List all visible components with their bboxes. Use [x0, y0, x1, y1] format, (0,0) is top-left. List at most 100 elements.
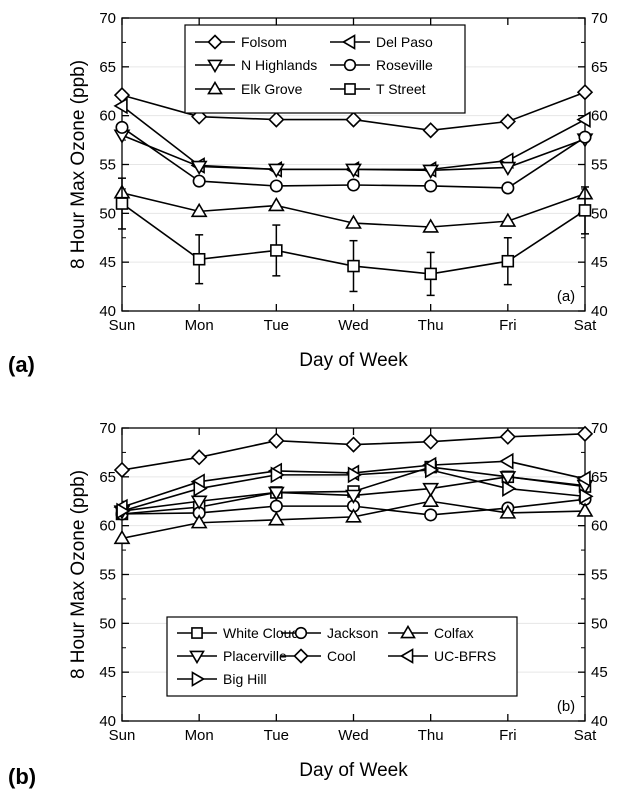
data-point — [191, 449, 208, 466]
data-point — [578, 204, 592, 217]
y-tick-label-left: 55 — [99, 567, 116, 584]
legend-label: Colfax — [434, 625, 474, 641]
legend-item: UC-BFRS — [388, 648, 496, 664]
x-tick-label: Wed — [338, 317, 369, 334]
data-point — [269, 179, 283, 193]
data-point — [345, 436, 362, 453]
y-tick-label-right: 70 — [591, 420, 608, 437]
data-point — [347, 466, 363, 484]
data-point — [270, 466, 285, 484]
legend-label: White Cloud — [223, 625, 299, 641]
data-point — [499, 212, 517, 227]
legend-marker — [399, 648, 414, 664]
data-point — [499, 471, 517, 486]
y-tick-label-left: 45 — [99, 254, 116, 271]
legend-item: Colfax — [388, 624, 474, 641]
x-tick-label: Thu — [418, 317, 444, 334]
x-tick-label: Sun — [109, 317, 136, 334]
data-point — [501, 181, 515, 195]
y-tick-label-left: 65 — [99, 59, 116, 76]
x-tick-label: Tue — [264, 317, 289, 334]
y-tick-label-left: 60 — [99, 108, 116, 125]
data-point — [499, 113, 516, 130]
legend: Folsom Del Paso N Highlands Roseville Elk Gr… — [184, 24, 466, 114]
data-point — [422, 164, 440, 179]
data-point — [576, 470, 591, 488]
data-point — [113, 529, 131, 545]
data-point — [422, 218, 440, 233]
x-tick-label: Wed — [338, 727, 369, 744]
y-tick-label-right: 40 — [591, 713, 608, 730]
y-tick-label-left: 50 — [99, 615, 116, 632]
series-roseville — [115, 120, 592, 195]
legend-item: Big Hill — [177, 671, 267, 687]
y-axis-label: 8 Hour Max Ozone (ppb) — [68, 470, 89, 679]
data-point — [422, 122, 439, 139]
data-point — [422, 482, 440, 498]
data-point — [267, 486, 285, 502]
y-tick-label-left: 50 — [99, 205, 116, 222]
data-point — [116, 502, 131, 520]
chart-panel-a: 40 40 45 45 50 50 55 55 60 60 65 65 70 70 Sun Mon Tue Wed… — [8, 10, 608, 377]
legend-box — [184, 24, 466, 114]
chart-panel-b: 40 40 45 45 50 50 55 55 60 60 65 65 70 70 Sun Mon Tue Wed… — [8, 420, 608, 789]
x-tick-label: Thu — [418, 727, 444, 744]
x-tick-label: Sat — [574, 317, 597, 334]
panel-tag: (a) — [557, 288, 575, 305]
series-t-street — [115, 177, 592, 297]
legend-item: Placerville — [177, 648, 287, 665]
y-tick-label-right: 55 — [591, 157, 608, 174]
x-tick-label: Sat — [574, 727, 597, 744]
data-point — [190, 495, 208, 510]
y-tick-label-right: 40 — [591, 303, 608, 320]
data-point — [424, 267, 437, 281]
data-point — [346, 178, 361, 192]
panel-tag: (b) — [557, 698, 575, 715]
legend-marker — [293, 648, 309, 664]
data-point — [113, 461, 131, 479]
legend-item: T Street — [330, 81, 426, 97]
data-point — [499, 428, 516, 445]
y-tick-label-left: 40 — [99, 303, 116, 320]
legend-box — [166, 616, 518, 697]
data-point — [347, 259, 360, 273]
data-point — [267, 511, 285, 526]
x-tick-label: Mon — [185, 727, 214, 744]
y-tick-label-right: 50 — [591, 615, 608, 632]
data-point — [576, 502, 594, 517]
legend-item: Elk Grove — [195, 80, 303, 97]
y-tick-label-left: 45 — [99, 664, 116, 681]
y-tick-label-right: 45 — [591, 254, 608, 271]
data-point — [190, 160, 208, 176]
y-tick-label-right: 55 — [591, 567, 608, 584]
panel-label: (a) — [8, 352, 35, 377]
legend-marker — [189, 650, 205, 665]
legend-marker — [207, 34, 223, 50]
y-tick-label-left: 70 — [99, 420, 116, 437]
legend-label: Jackson — [327, 625, 378, 641]
data-point — [576, 84, 594, 101]
y-tick-label-right: 65 — [591, 469, 608, 486]
y-tick-label-left: 65 — [99, 469, 116, 486]
data-point — [345, 163, 362, 178]
legend-label: T Street — [376, 81, 426, 97]
data-point — [267, 163, 285, 178]
legend-item: Jackson — [281, 625, 378, 641]
legend-label: Elk Grove — [241, 81, 303, 97]
y-tick-label-right: 60 — [591, 518, 608, 535]
y-tick-label-right: 70 — [591, 10, 608, 27]
data-point — [270, 244, 283, 257]
legend-label: Del Paso — [376, 34, 433, 50]
legend-label: Big Hill — [223, 671, 267, 687]
data-point — [345, 489, 362, 504]
data-point — [113, 97, 128, 115]
y-tick-label-right: 65 — [591, 59, 608, 76]
legend-marker — [207, 80, 223, 95]
y-tick-label-left: 60 — [99, 518, 116, 535]
data-point — [190, 514, 208, 529]
x-tick-label: Fri — [499, 317, 517, 334]
data-point — [424, 461, 440, 479]
legend-marker — [191, 627, 203, 639]
y-tick-label-right: 45 — [591, 664, 608, 681]
